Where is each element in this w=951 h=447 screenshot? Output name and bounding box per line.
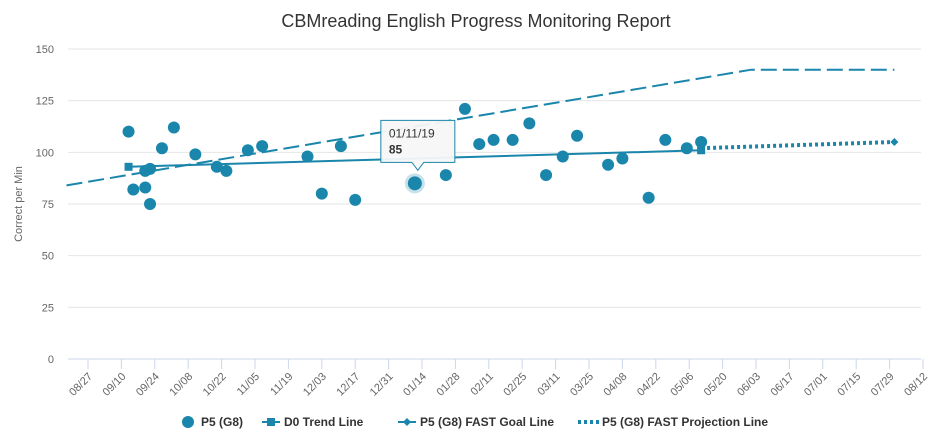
- projection-end-marker: [890, 138, 899, 146]
- x-axis: 08/27 09/10 09/24 10/08 10/22 11/05 11/19 12/03…: [67, 359, 930, 399]
- y-tick-label: 125: [36, 96, 54, 108]
- data-point[interactable]: [680, 142, 693, 155]
- data-point[interactable]: [189, 148, 202, 161]
- data-point[interactable]: [571, 129, 584, 142]
- x-tick-label: 11/05: [235, 371, 262, 398]
- data-point[interactable]: [155, 142, 168, 155]
- data-point[interactable]: [458, 102, 471, 115]
- data-point[interactable]: [616, 152, 629, 165]
- x-tick-label: 02/11: [469, 371, 496, 398]
- data-point[interactable]: [139, 181, 152, 194]
- tooltip: 01/11/19 85: [380, 119, 456, 172]
- x-tick-label: 09/24: [134, 371, 162, 399]
- legend-marker: [267, 418, 275, 426]
- legend-label: P5 (G8): [201, 415, 243, 429]
- data-point[interactable]: [523, 117, 536, 130]
- x-tick-label: 12/03: [301, 371, 329, 399]
- x-tick-label: 10/08: [167, 371, 195, 399]
- x-tick-label: 07/29: [869, 371, 897, 399]
- x-tick-label: 03/25: [568, 371, 596, 399]
- legend-item[interactable]: P5 (G8) FAST Goal Line: [398, 415, 554, 429]
- data-point[interactable]: [487, 133, 500, 146]
- data-point[interactable]: [407, 176, 422, 191]
- x-tick-label: 10/22: [201, 371, 229, 399]
- x-tick-label: 06/03: [735, 371, 763, 399]
- goal-line: [66, 68, 895, 187]
- y-tick-label: 100: [36, 147, 54, 159]
- data-point[interactable]: [127, 183, 140, 196]
- x-tick-label: 02/25: [501, 371, 529, 399]
- trend-line-marker: [697, 146, 706, 155]
- data-point[interactable]: [167, 121, 180, 134]
- legend-label: P5 (G8) FAST Goal Line: [420, 415, 554, 429]
- data-point[interactable]: [210, 160, 223, 173]
- x-tick-label: 07/15: [835, 371, 863, 399]
- x-tick-label: 01/14: [401, 371, 429, 399]
- data-point[interactable]: [220, 164, 233, 177]
- y-tick-label: 0: [48, 354, 54, 366]
- legend-item[interactable]: D0 Trend Line: [262, 415, 364, 429]
- data-point[interactable]: [256, 140, 269, 153]
- trend-line-marker: [124, 162, 133, 171]
- series: [66, 68, 899, 210]
- tooltip-date: 01/11/19: [389, 126, 435, 140]
- legend: P5 (G8) D0 Trend Line P5 (G8) FAST Goal Li…: [182, 415, 768, 429]
- y-axis-ticks: 0 25 50 75 100 125 150: [36, 44, 54, 366]
- data-point[interactable]: [540, 169, 553, 182]
- data-point[interactable]: [439, 169, 452, 182]
- x-tick-label: 08/12: [902, 371, 930, 399]
- x-tick-label: 04/08: [602, 371, 630, 399]
- legend-item[interactable]: P5 (G8) FAST Projection Line: [578, 415, 768, 429]
- legend-marker: [403, 418, 411, 426]
- x-tick-label: 07/01: [802, 371, 830, 399]
- y-tick-label: 150: [36, 44, 54, 56]
- x-tick-label: 04/22: [635, 371, 663, 399]
- data-point[interactable]: [241, 144, 254, 157]
- data-point[interactable]: [506, 133, 519, 146]
- x-tick-label: 03/11: [535, 371, 562, 398]
- x-tick-label: 09/10: [101, 371, 129, 399]
- data-point[interactable]: [695, 136, 708, 148]
- x-tick-label: 06/17: [769, 371, 797, 399]
- data-point[interactable]: [144, 198, 157, 210]
- data-point[interactable]: [642, 191, 655, 204]
- legend-label: D0 Trend Line: [284, 415, 364, 429]
- tooltip-value: 85: [389, 142, 403, 156]
- grid: [68, 48, 921, 360]
- data-point[interactable]: [556, 150, 569, 163]
- data-point[interactable]: [315, 187, 328, 200]
- data-point[interactable]: [659, 133, 672, 146]
- x-tick-label: 05/06: [668, 371, 696, 399]
- tooltip-box: [380, 119, 456, 172]
- x-tick-label: 01/28: [435, 371, 463, 399]
- chart-title: CBMreading English Progress Monitoring R…: [281, 11, 670, 31]
- data-point[interactable]: [602, 158, 615, 171]
- y-tick-label: 25: [42, 302, 54, 314]
- x-tick-label: 11/19: [268, 371, 295, 398]
- legend-item[interactable]: P5 (G8): [182, 415, 243, 429]
- x-tick-label: 05/20: [702, 371, 730, 399]
- legend-symbol: [182, 416, 194, 428]
- y-axis-label: Correct per Min: [13, 166, 25, 242]
- y-tick-label: 75: [42, 199, 54, 211]
- data-point[interactable]: [301, 150, 314, 163]
- y-tick-label: 50: [42, 251, 54, 263]
- data-point[interactable]: [144, 162, 157, 175]
- legend-label: P5 (G8) FAST Projection Line: [602, 415, 768, 429]
- projection-line: [701, 140, 895, 151]
- x-tick-label: 12/17: [334, 371, 362, 399]
- data-point[interactable]: [473, 138, 486, 151]
- data-point[interactable]: [349, 193, 362, 206]
- x-tick-label: 12/31: [368, 371, 396, 399]
- data-point[interactable]: [334, 140, 347, 153]
- x-tick-label: 08/27: [67, 371, 95, 399]
- data-point[interactable]: [122, 125, 135, 138]
